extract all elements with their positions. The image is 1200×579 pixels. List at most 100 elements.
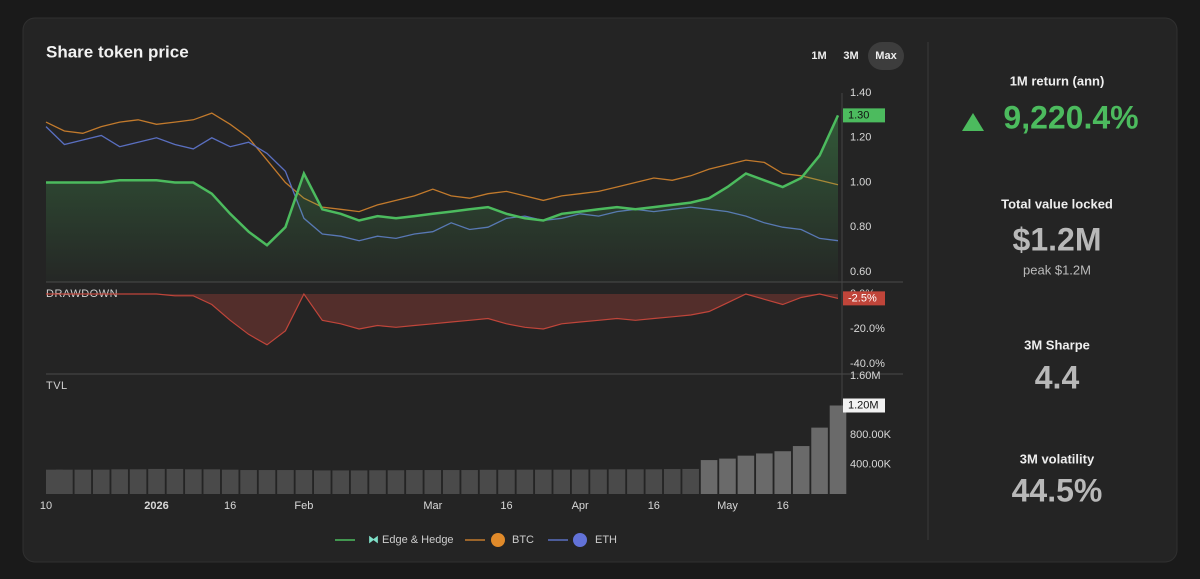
- x-tick-label: Mar: [423, 500, 442, 512]
- bar: [332, 470, 349, 494]
- bar: [498, 469, 515, 494]
- range-button-bg[interactable]: [868, 42, 904, 70]
- bar: [479, 469, 497, 494]
- bar: [277, 470, 294, 494]
- bar: [719, 458, 736, 494]
- stat-label: Total value locked: [1001, 196, 1113, 211]
- bar: [313, 470, 331, 494]
- x-tick-label: 2026: [144, 500, 168, 512]
- bar: [203, 469, 221, 494]
- bar: [295, 470, 313, 494]
- bar: [387, 470, 405, 494]
- bar: [56, 469, 73, 494]
- bar: [627, 469, 644, 494]
- bar: [240, 470, 257, 494]
- bar: [737, 455, 755, 494]
- bar: [406, 470, 423, 494]
- bar: [129, 469, 147, 494]
- stat-label: 3M volatility: [1020, 451, 1095, 466]
- legend-icons: ⧓: [368, 533, 587, 547]
- value-label: 1.30: [848, 109, 869, 121]
- bar: [571, 469, 589, 494]
- bar: [258, 470, 276, 494]
- y-tick-label: 400.00K: [850, 458, 892, 470]
- y-tick-label: 0.80: [850, 221, 871, 233]
- legend-icon: ⧓: [368, 534, 379, 546]
- bar: [74, 469, 92, 494]
- y-tick-label: -20.0%: [850, 323, 885, 335]
- x-tick-label: May: [717, 500, 738, 512]
- bar: [553, 469, 571, 494]
- bar: [516, 469, 534, 494]
- stat-value: 44.5%: [1012, 472, 1103, 508]
- line: [46, 292, 839, 346]
- x-tick-label: Feb: [294, 500, 313, 512]
- legend-label: BTC: [512, 534, 534, 546]
- stat-value: $1.2M: [1013, 221, 1102, 257]
- card: [22, 17, 1178, 563]
- bar: [111, 469, 128, 494]
- stat-label: 1M return (ann): [1010, 73, 1105, 88]
- range-button[interactable]: Max: [875, 50, 897, 62]
- bar: [92, 469, 110, 494]
- legend-label: ETH: [595, 534, 617, 546]
- value-label-bg: [843, 291, 885, 306]
- y-tick-label: 1.40: [850, 87, 871, 99]
- bar: [792, 446, 810, 494]
- bar: [682, 468, 699, 494]
- value-label-bg: [843, 108, 885, 123]
- line: [46, 114, 840, 247]
- x-tick-label: 16: [777, 500, 789, 512]
- bar: [608, 469, 626, 494]
- x-tick-label: 16: [224, 500, 236, 512]
- chart-title: Share token price: [46, 42, 189, 61]
- y-tick-label: -40.0%: [850, 358, 885, 370]
- bar: [700, 460, 718, 494]
- y-tick-label: 1.60M: [850, 370, 881, 382]
- area-fill: [46, 294, 838, 345]
- panel-title: TVL: [46, 380, 68, 392]
- up-arrow: [962, 113, 984, 131]
- bar: [811, 427, 828, 494]
- bar: [774, 451, 792, 494]
- bar: [535, 469, 552, 494]
- stat-value: 4.4: [1035, 359, 1080, 395]
- bar: [369, 470, 386, 494]
- x-tick-label: Apr: [572, 500, 589, 512]
- bar: [350, 470, 368, 494]
- legend-label: Edge & Hedge: [382, 534, 454, 546]
- stat-note: peak $1.2M: [1023, 262, 1091, 277]
- bar: [166, 468, 184, 494]
- bar: [756, 453, 773, 494]
- legend-icon: [491, 533, 505, 547]
- bar: [645, 469, 663, 494]
- bar: [442, 470, 460, 494]
- bar: [590, 469, 607, 494]
- value-label: 1.20M: [848, 399, 879, 411]
- y-tick-label: 1.20: [850, 132, 871, 144]
- stat-label: 3M Sharpe: [1024, 337, 1090, 352]
- value-label-bg: [843, 398, 885, 413]
- x-tick-label: 16: [648, 500, 660, 512]
- value-label: -2.5%: [848, 292, 877, 304]
- bar: [663, 469, 681, 494]
- x-tick-label: 10: [40, 500, 52, 512]
- bar: [424, 470, 442, 494]
- line: [45, 112, 839, 213]
- bar: [829, 405, 847, 494]
- y-tick-label: 800.00K: [850, 429, 892, 441]
- range-button[interactable]: 3M: [843, 50, 858, 62]
- area-fill: [46, 115, 838, 283]
- y-tick-label: 0.60: [850, 266, 871, 278]
- x-tick-label: 16: [500, 500, 512, 512]
- stat-value: 9,220.4%: [1003, 99, 1138, 135]
- bar: [461, 470, 478, 494]
- bar: [221, 469, 239, 494]
- y-tick-label: 1.00: [850, 176, 871, 188]
- range-button[interactable]: 1M: [811, 50, 826, 62]
- bar: [185, 469, 202, 494]
- legend-icon: [573, 533, 587, 547]
- bar: [148, 468, 165, 494]
